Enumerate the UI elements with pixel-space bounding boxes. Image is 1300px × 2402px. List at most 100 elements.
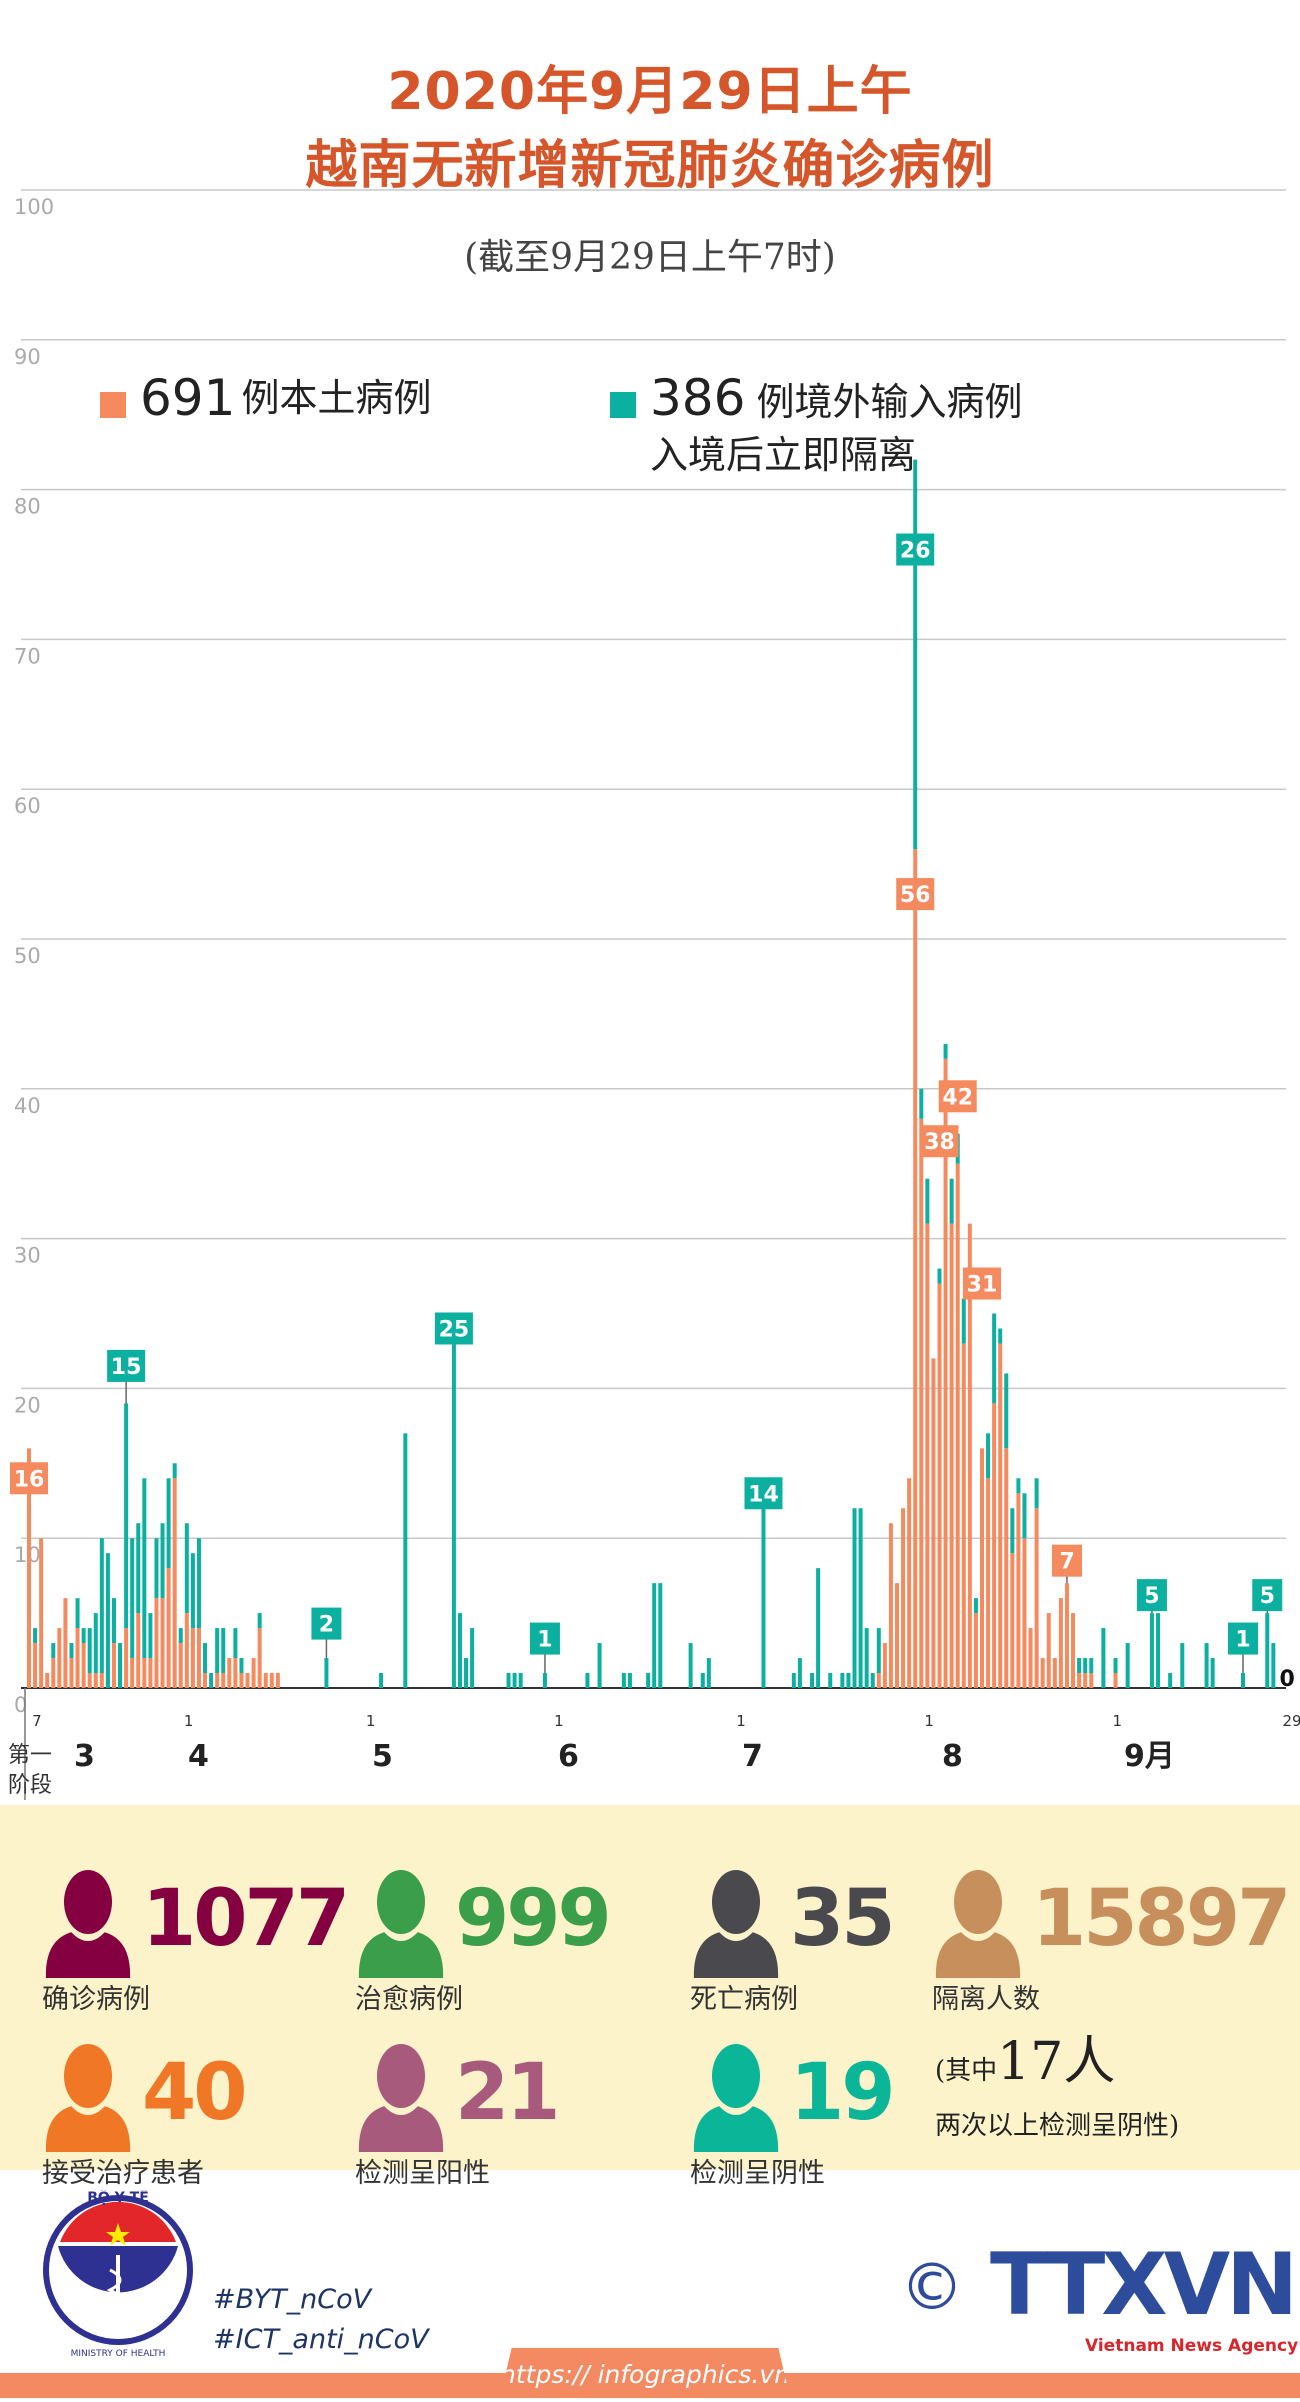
annotation-label: 38 — [924, 1130, 955, 1155]
bar-domestic — [69, 1658, 74, 1688]
month-label: 8 — [942, 1739, 963, 1774]
bar-imported — [99, 1538, 104, 1674]
negative-twice-note: (其中17人 两次以上检测呈阴性) — [935, 2030, 1179, 2142]
bar-imported — [846, 1673, 851, 1688]
bar-domestic — [75, 1628, 80, 1688]
bar-imported — [69, 1643, 74, 1659]
annotation-box — [1228, 1622, 1258, 1655]
bar-imported — [621, 1673, 626, 1688]
bar-domestic — [275, 1673, 280, 1688]
bar-domestic — [1077, 1673, 1082, 1688]
bar-imported — [130, 1538, 135, 1659]
bar-imported — [257, 1613, 262, 1629]
bar-imported — [142, 1478, 147, 1659]
bar-domestic — [93, 1673, 98, 1688]
end-value-label: 0 — [1279, 1667, 1294, 1692]
bar-imported — [1204, 1643, 1209, 1688]
bar-domestic — [901, 1508, 906, 1688]
x-day-tick-label: 1 — [924, 1712, 934, 1730]
bar-domestic — [87, 1673, 92, 1688]
bar-imported — [1241, 1673, 1245, 1688]
bar-domestic — [27, 1448, 31, 1688]
bar-domestic — [1071, 1613, 1076, 1688]
bar-imported — [160, 1523, 165, 1599]
bar-domestic — [239, 1673, 244, 1688]
bar-imported — [1022, 1493, 1027, 1539]
bar-domestic — [154, 1598, 159, 1688]
domestic-count: 691 — [140, 369, 236, 427]
annotation-label: 1 — [1235, 1628, 1250, 1653]
ministry-of-health-logo: BỘ Y TẾ MINISTRY OF HEALTH — [43, 2190, 193, 2359]
bar-imported — [585, 1673, 590, 1688]
bar-imported — [1265, 1613, 1270, 1688]
domestic-swatch — [100, 392, 126, 418]
bar-domestic — [221, 1673, 226, 1688]
bar-domestic — [251, 1658, 256, 1688]
bar-imported — [464, 1658, 469, 1688]
bar-domestic — [51, 1658, 56, 1688]
month-label: 3 — [74, 1739, 95, 1774]
annotation-label: 56 — [900, 883, 931, 908]
bar-domestic — [1028, 1628, 1033, 1688]
bar-domestic — [986, 1478, 991, 1688]
bar-imported — [828, 1673, 833, 1688]
bar-imported — [403, 1433, 408, 1688]
agency-name: Vietnam News Agency — [1085, 2336, 1299, 2356]
stat-label: 治愈病例 — [355, 1984, 463, 2015]
bar-imported — [864, 1628, 869, 1688]
copyright-icon: © — [900, 2251, 964, 2325]
bar-domestic — [888, 1523, 893, 1688]
bar-imported — [1004, 1373, 1009, 1449]
stat-value: 35 — [790, 1874, 896, 1964]
bar-imported — [451, 1313, 456, 1688]
annotation-box — [1252, 1579, 1283, 1612]
hashtag-byt: #BYT_nCoV — [213, 2284, 372, 2315]
bar-domestic — [257, 1628, 262, 1688]
bar-domestic — [967, 1223, 972, 1688]
bar-domestic — [1016, 1493, 1021, 1688]
stat-value: 21 — [455, 2048, 561, 2138]
bar-domestic — [1083, 1673, 1088, 1688]
bar-imported — [184, 1523, 189, 1614]
bar-imported — [124, 1403, 129, 1629]
annotation-box — [529, 1622, 560, 1655]
bar-imported — [919, 1088, 924, 1119]
bar-imported — [1156, 1613, 1161, 1688]
hashtag-ict: #ICT_anti_nCoV — [213, 2324, 429, 2355]
x-day-tick-label: 7 — [32, 1712, 42, 1730]
imported-count: 386 — [650, 369, 746, 427]
bar-domestic — [1052, 1658, 1057, 1688]
stat-label: 隔离人数 — [932, 1984, 1040, 2015]
bar-imported — [986, 1433, 991, 1479]
note-prefix: (其中 — [935, 2056, 998, 2086]
annotation-label: 16 — [14, 1467, 45, 1492]
bar-domestic — [33, 1643, 38, 1688]
annotation-label: 14 — [748, 1482, 779, 1507]
bar-imported — [688, 1643, 693, 1688]
bar-imported — [221, 1628, 226, 1674]
y-tick-label: 70 — [14, 644, 41, 668]
annotation-box — [962, 1267, 1001, 1300]
bar-domestic — [196, 1628, 201, 1688]
bar-domestic — [931, 1358, 936, 1688]
annotation-box — [896, 533, 935, 566]
month-label: 5 — [372, 1739, 393, 1774]
person-icon — [42, 2044, 134, 2156]
bar-domestic — [1040, 1658, 1045, 1688]
bar-domestic — [913, 849, 918, 1688]
legend-domestic: 691 例本土病例 — [100, 368, 431, 428]
bar-imported — [470, 1628, 475, 1688]
bar-imported — [761, 1478, 766, 1688]
annotation-label: 26 — [900, 539, 931, 564]
bar-imported — [154, 1538, 159, 1599]
annotation-box — [10, 1462, 48, 1495]
bar-domestic — [233, 1658, 238, 1688]
bar-imported — [913, 459, 918, 850]
website-link[interactable]: https:// infographics.vn — [500, 2348, 790, 2398]
x-day-tick-label: 1 — [736, 1712, 746, 1730]
bar-domestic — [876, 1673, 881, 1688]
bar-domestic — [203, 1673, 208, 1688]
annotation-label: 42 — [942, 1085, 973, 1110]
bar-imported — [1101, 1628, 1106, 1688]
